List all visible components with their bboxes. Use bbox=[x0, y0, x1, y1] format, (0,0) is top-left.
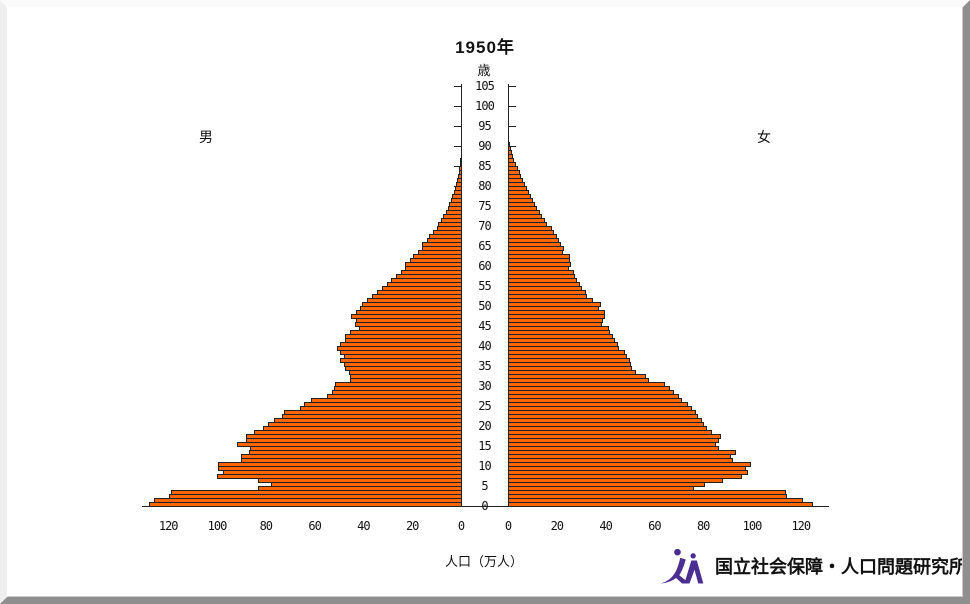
age-tick-label: 30 bbox=[478, 379, 491, 393]
age-tick-label: 0 bbox=[481, 499, 488, 513]
x-tick-label-right: 40 bbox=[599, 519, 612, 533]
x-tick-label-left: 40 bbox=[357, 519, 370, 533]
x-tick-label-right: 80 bbox=[696, 519, 710, 533]
age-tick-label: 70 bbox=[478, 219, 491, 233]
x-tick-label-left: 20 bbox=[405, 519, 419, 533]
x-tick-label-left: 60 bbox=[308, 519, 321, 533]
x-tick-label-right: 100 bbox=[742, 519, 763, 533]
age-tick-label: 90 bbox=[478, 139, 491, 153]
age-tick-left bbox=[454, 166, 461, 167]
age-tick-right bbox=[509, 146, 516, 147]
x-axis-baseline bbox=[142, 506, 829, 507]
chart-title: 1950年 bbox=[455, 38, 515, 57]
age-tick-right bbox=[509, 86, 516, 87]
x-tick-label-right: 0 bbox=[504, 519, 512, 533]
age-tick-label: 35 bbox=[478, 359, 491, 373]
age-tick-label: 60 bbox=[478, 259, 491, 273]
x-tick-label-left: 80 bbox=[259, 519, 273, 533]
age-tick-label: 5 bbox=[481, 479, 488, 493]
age-tick-label: 75 bbox=[478, 199, 491, 213]
x-tick-label-right: 20 bbox=[550, 519, 564, 533]
age-tick-label: 100 bbox=[475, 99, 495, 113]
female-bar-age-90 bbox=[508, 142, 510, 147]
age-tick-label: 95 bbox=[478, 119, 491, 133]
age-tick-left bbox=[454, 126, 461, 127]
female-side-label: 女 bbox=[757, 129, 771, 145]
age-tick-label: 15 bbox=[478, 439, 491, 453]
age-tick-right bbox=[509, 126, 516, 127]
age-tick-label: 10 bbox=[478, 459, 491, 473]
male-side-label: 男 bbox=[199, 129, 213, 145]
age-tick-label: 105 bbox=[475, 79, 495, 93]
age-tick-label: 85 bbox=[478, 159, 491, 173]
male-bar-age-86 bbox=[460, 158, 462, 163]
age-tick-left bbox=[454, 146, 461, 147]
age-tick-label: 55 bbox=[478, 279, 491, 293]
population-axis-title: 人口（万人） bbox=[444, 554, 524, 569]
age-tick-right bbox=[509, 106, 516, 107]
age-tick-label: 25 bbox=[478, 399, 491, 413]
age-tick-label: 50 bbox=[478, 299, 491, 313]
institute-logo: 国立社会保障・人口問題研究所 bbox=[659, 547, 967, 585]
x-tick-label-right: 60 bbox=[648, 519, 661, 533]
age-axis-unit-label: 歳 bbox=[477, 63, 491, 78]
x-tick-label-left: 0 bbox=[457, 519, 465, 533]
institute-logo-mark bbox=[660, 548, 704, 584]
x-tick-label-left: 100 bbox=[207, 519, 228, 533]
institute-name: 国立社会保障・人口問題研究所 bbox=[715, 557, 967, 577]
age-tick-label: 45 bbox=[478, 319, 491, 333]
age-tick-left bbox=[454, 106, 461, 107]
age-tick-label: 20 bbox=[478, 419, 491, 433]
age-tick-left bbox=[454, 86, 461, 87]
age-tick-label: 65 bbox=[478, 239, 491, 253]
age-tick-label: 80 bbox=[478, 179, 491, 193]
x-tick-label-right: 120 bbox=[791, 519, 811, 533]
x-tick-label-left: 120 bbox=[158, 519, 179, 533]
age-tick-label: 40 bbox=[478, 339, 491, 353]
